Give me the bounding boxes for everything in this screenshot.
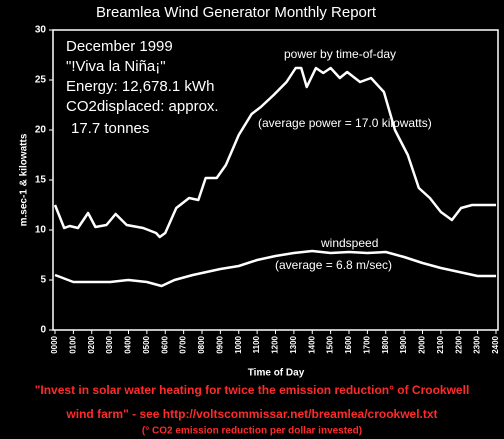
series-note: (average power = 17.0 kilowatts) [258, 116, 432, 130]
annotation: CO2displaced: approx. [66, 98, 219, 115]
y-tick-label: 5 [40, 275, 46, 286]
x-tick-label: 0200 [87, 335, 96, 353]
x-tick-label: 0600 [160, 335, 169, 353]
x-tick-label: 0900 [215, 335, 224, 353]
x-tick-label: 1500 [326, 335, 335, 353]
annotation: December 1999 [66, 38, 173, 55]
y-axis-label: m.sec-1 & kilowatts [19, 133, 30, 226]
annotation: "!Viva la Niña¡" [66, 58, 166, 75]
series-line [54, 249, 496, 288]
y-tick-label: 0 [40, 325, 46, 336]
footer: wind farm" - see http://voltscommissar.n… [65, 407, 437, 421]
x-tick-label: 0300 [105, 335, 114, 353]
plot-frame [52, 29, 499, 331]
chart-title: Breamlea Wind Generator Monthly Report [96, 4, 377, 21]
x-tick-label: 1900 [399, 335, 408, 353]
x-tick-label: 1700 [362, 335, 371, 353]
y-tick-label: 15 [35, 175, 47, 186]
x-axis-label: Time of Day [248, 368, 305, 379]
footer: "Invest in solar water heating for twice… [35, 383, 470, 397]
x-tick-label: 0700 [179, 335, 188, 353]
x-tick-label: 1800 [381, 335, 390, 353]
series-note: power by time-of-day [284, 47, 396, 61]
x-tick-label: 1400 [307, 335, 316, 353]
x-tick-label: 1200 [271, 335, 280, 353]
x-tick-label: 0800 [197, 335, 206, 353]
y-tick-label: 20 [35, 125, 47, 136]
x-tick-label: 1600 [344, 335, 353, 353]
x-tick-label: 1100 [252, 335, 261, 353]
x-tick-label: 1000 [234, 335, 243, 353]
y-tick-label: 10 [35, 225, 47, 236]
annotation: Energy: 12,678.1 kWh [66, 78, 214, 95]
x-tick-label: 0400 [124, 335, 133, 353]
series-note: windspeed [320, 236, 378, 250]
x-tick-label: 1300 [289, 335, 298, 353]
x-tick-label: 2100 [436, 335, 445, 353]
x-tick-label: 0500 [142, 335, 151, 353]
y-tick-label: 25 [35, 75, 47, 86]
y-tick-label: 30 [35, 25, 47, 36]
x-tick-label: 2200 [454, 335, 463, 353]
x-tick-label: 0000 [50, 335, 59, 353]
footer: (° CO2 emission reduction per dollar inv… [142, 426, 362, 437]
x-tick-label: 2000 [418, 335, 427, 353]
x-tick-label: 2400 [491, 335, 500, 353]
series-line [53, 66, 496, 239]
series-note: (average = 6.8 m/sec) [275, 258, 392, 272]
x-tick-label: 2300 [473, 335, 482, 353]
x-tick-label: 0100 [68, 335, 77, 353]
annotation: 17.7 tonnes [71, 120, 149, 137]
